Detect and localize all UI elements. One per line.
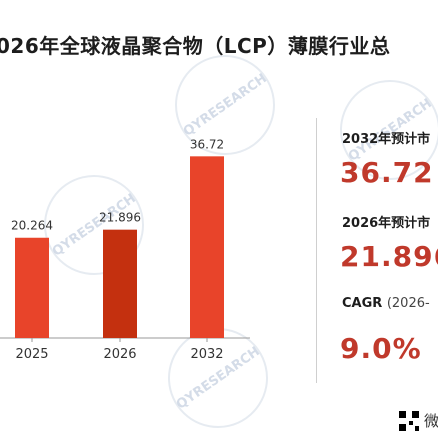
- stat-label-2032: 2032年预计市: [342, 132, 431, 147]
- bar-2026: [103, 229, 137, 338]
- x-tick-label: 2026: [103, 347, 136, 362]
- divider: [316, 118, 317, 383]
- bar-value-label: 36.72: [190, 137, 224, 151]
- stat-value-2026: 21.896: [340, 240, 438, 273]
- bar-value-label: 20.264: [11, 219, 53, 233]
- x-tick-label: 2025: [15, 347, 48, 362]
- stat-label-2026: 2026年预计市: [342, 216, 431, 231]
- stat-value-2032: 36.72亿: [340, 156, 438, 189]
- bar-2032: [190, 156, 224, 338]
- bar-2025: [15, 237, 49, 338]
- stat-label-cagr: CAGR (2026-: [342, 296, 430, 311]
- stat-value-cagr: 9.0%: [340, 332, 422, 365]
- qr-caption: 微: [424, 412, 438, 430]
- chart-title: 026年全球液晶聚合物（LCP）薄膜行业总: [0, 34, 391, 58]
- bar-value-label: 21.896: [99, 211, 141, 225]
- qr-code-icon: [398, 410, 420, 432]
- bar-chart: 20.264 2025 21.896 2026 36.72 2032: [0, 137, 250, 362]
- x-tick-label: 2032: [190, 347, 223, 362]
